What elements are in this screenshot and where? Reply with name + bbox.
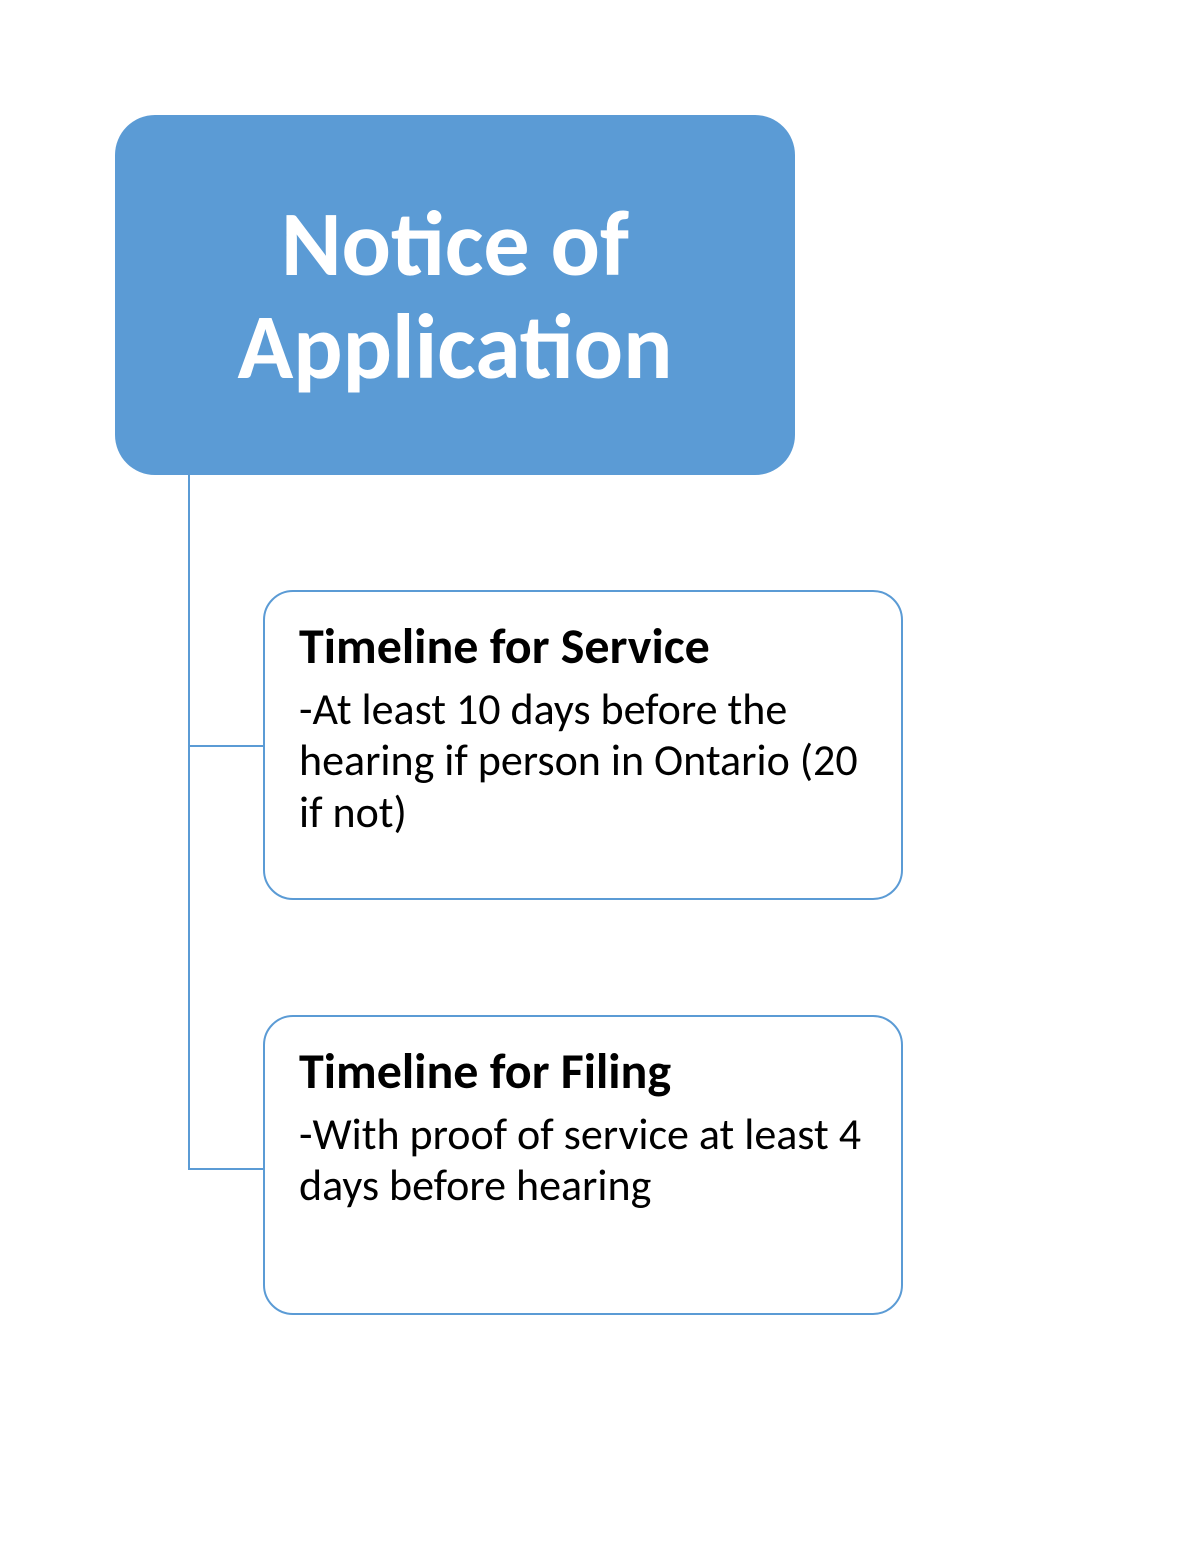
child-title-service: Timeline for Service (299, 618, 867, 676)
connector-to-child-2 (188, 1168, 264, 1170)
child-node-filing: Timeline for Filing -With proof of servi… (263, 1015, 903, 1315)
child-node-service: Timeline for Service -At least 10 days b… (263, 590, 903, 900)
connector-vertical (188, 475, 190, 1170)
connector-to-child-1 (188, 745, 264, 747)
child-body-service: -At least 10 days before the hearing if … (299, 684, 867, 840)
root-node-text: Notice of Application (115, 192, 795, 398)
child-body-filing: -With proof of service at least 4 days b… (299, 1109, 867, 1213)
child-title-filing: Timeline for Filing (299, 1043, 867, 1101)
root-node: Notice of Application (115, 115, 795, 475)
